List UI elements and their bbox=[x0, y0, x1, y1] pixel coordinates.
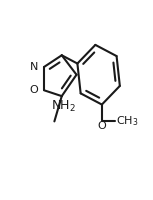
Text: O: O bbox=[97, 121, 106, 131]
Text: N: N bbox=[30, 62, 38, 72]
Text: CH$_3$: CH$_3$ bbox=[116, 114, 138, 128]
Text: NH$_2$: NH$_2$ bbox=[51, 99, 76, 114]
Text: O: O bbox=[29, 85, 38, 95]
